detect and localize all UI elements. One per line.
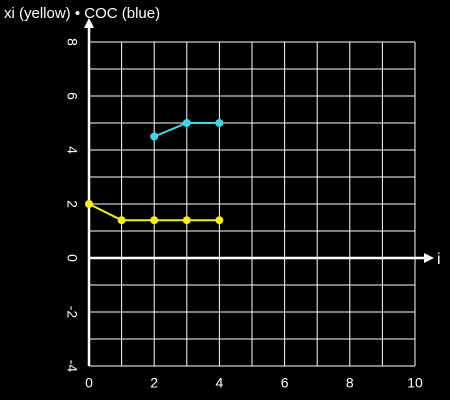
x-tick-label: 2 bbox=[150, 375, 158, 391]
data-point bbox=[182, 216, 191, 225]
data-point bbox=[182, 119, 191, 127]
y-tick-label: 0 bbox=[64, 254, 80, 262]
y-tick-label: -2 bbox=[64, 306, 80, 319]
y-axis-arrow bbox=[84, 18, 94, 28]
x-tick-label: 4 bbox=[216, 375, 224, 391]
x-axis-arrow bbox=[424, 253, 434, 263]
x-axis-label: i bbox=[437, 251, 441, 268]
data-point bbox=[85, 200, 93, 208]
y-tick-label: 4 bbox=[64, 146, 80, 154]
data-point bbox=[117, 216, 126, 225]
data-point bbox=[215, 216, 224, 225]
x-tick-label: 8 bbox=[346, 375, 354, 391]
data-point bbox=[215, 119, 224, 127]
y-tick-label: 8 bbox=[64, 38, 80, 46]
y-tick-label: -4 bbox=[64, 360, 80, 373]
y-tick-label: 2 bbox=[64, 200, 80, 208]
chart-title: xi (yellow) • COC (blue) bbox=[4, 5, 160, 22]
x-tick-label: 0 bbox=[85, 375, 93, 391]
x-tick-label: 6 bbox=[281, 375, 289, 391]
x-tick-label: 10 bbox=[407, 375, 423, 391]
data-point bbox=[150, 216, 159, 225]
data-point bbox=[150, 132, 159, 141]
y-tick-label: 6 bbox=[64, 92, 80, 100]
